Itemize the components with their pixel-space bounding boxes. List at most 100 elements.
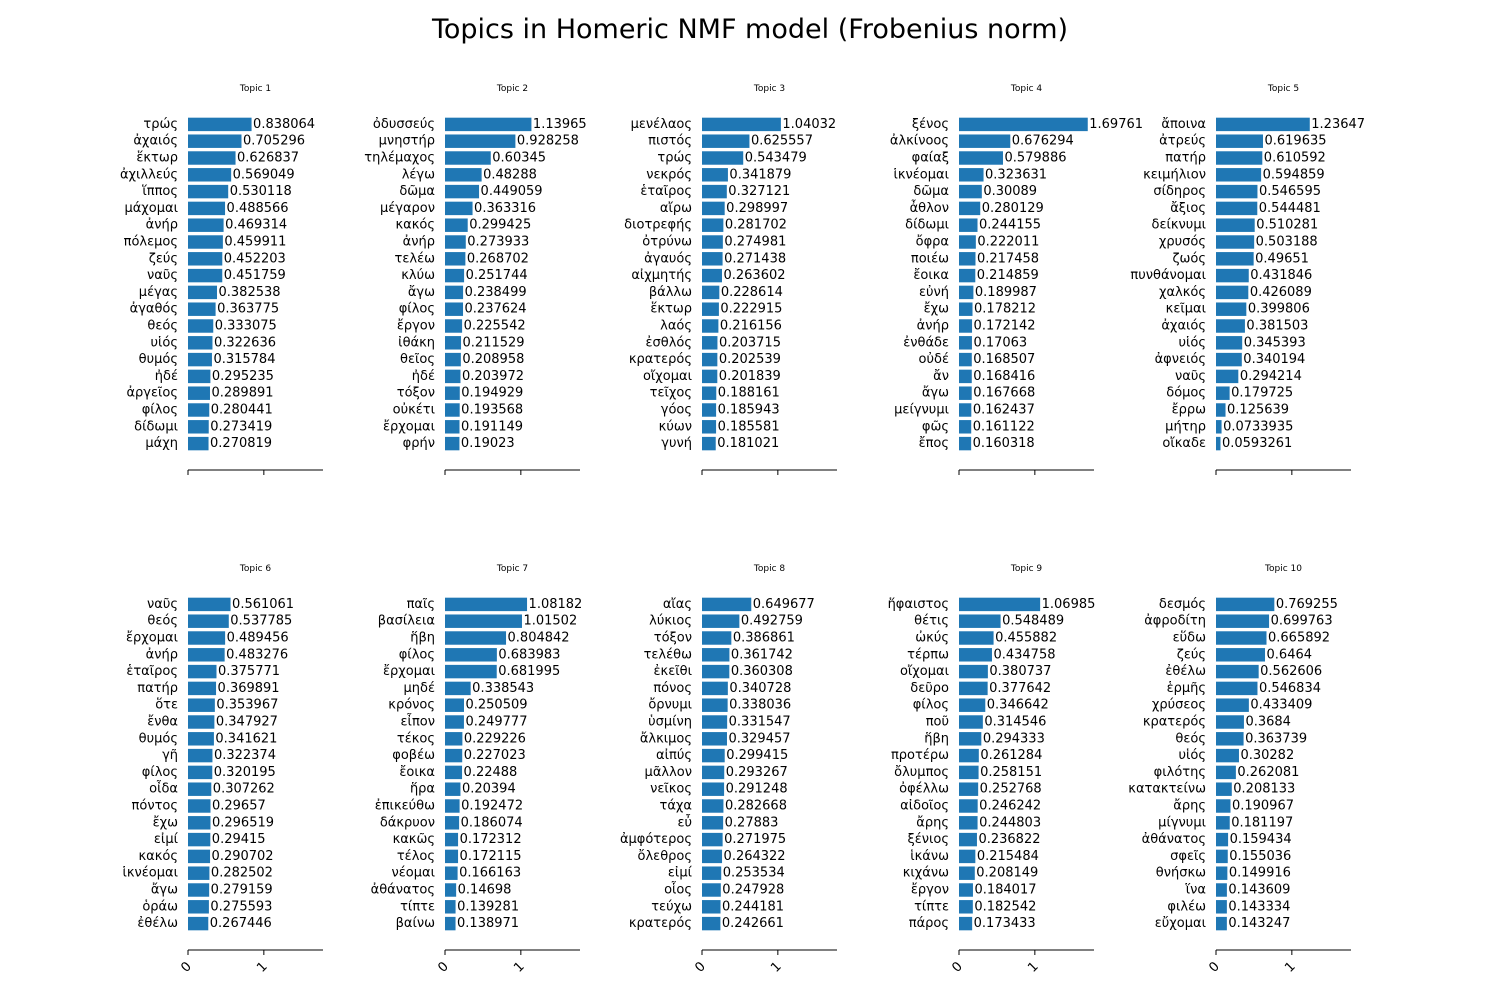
category-label: ζεύς	[1177, 647, 1206, 662]
category-label: δεῦρο	[910, 681, 949, 696]
value-label: 0.469314	[225, 218, 287, 233]
value-label: 0.208133	[1233, 782, 1295, 797]
subplot-title: Topic 8	[753, 564, 785, 574]
value-label: 0.594859	[1263, 167, 1325, 182]
value-label: 0.49651	[1255, 251, 1309, 266]
bar	[1216, 732, 1244, 746]
value-label: 0.483276	[226, 647, 288, 662]
category-label: μᾶλλον	[645, 765, 692, 780]
bar	[188, 218, 224, 232]
category-label: θυμός	[139, 731, 178, 746]
category-label: πυνθάνομαι	[1130, 268, 1206, 283]
bar	[445, 403, 460, 417]
value-label: 0.236822	[978, 832, 1040, 847]
category-label: πιστός	[648, 134, 692, 149]
value-label: 0.268702	[467, 251, 529, 266]
value-label: 0.194929	[461, 386, 523, 401]
value-label: 0.193568	[461, 403, 523, 418]
bar	[1216, 117, 1310, 132]
value-label: 0.489456	[227, 631, 289, 646]
bar	[702, 732, 727, 746]
subplot-title: Topic 4	[1010, 84, 1042, 94]
bar	[959, 117, 1088, 132]
bar	[445, 369, 461, 384]
value-label: 0.459911	[224, 235, 286, 250]
category-label: φίλος	[399, 302, 435, 317]
bar	[188, 883, 210, 897]
value-label: 0.314546	[984, 715, 1046, 730]
bar	[702, 765, 725, 780]
bar	[702, 420, 717, 434]
bar	[959, 285, 974, 300]
bar	[188, 614, 229, 628]
bar	[445, 436, 460, 451]
category-label: μάχη	[145, 436, 178, 451]
value-label: 0.172312	[460, 832, 522, 847]
category-label: ἀλκίνοος	[890, 134, 949, 149]
category-label: ποῦ	[926, 715, 949, 730]
value-label: 0.271975	[724, 832, 786, 847]
category-label: ἀφροδίτη	[1144, 614, 1206, 629]
value-label: 0.433409	[1250, 698, 1312, 713]
bar	[188, 201, 226, 216]
value-label: 0.625557	[751, 134, 813, 149]
subplot-topic-10: Topic 10 0.769255 δεσμός 0.699763 ἀφροδίτη 0.…	[1128, 564, 1351, 976]
bar	[702, 866, 722, 880]
bar	[188, 302, 216, 316]
value-label: 0.273419	[210, 419, 272, 434]
category-label: τελέω	[395, 251, 435, 266]
category-label: τεῖχος	[650, 386, 692, 401]
category-label: ὄλεθρος	[638, 849, 692, 864]
bar	[188, 336, 213, 350]
bar	[1216, 765, 1236, 780]
category-label: δεσμός	[1159, 597, 1206, 612]
x-tick-label: 1	[768, 959, 784, 975]
value-label: 0.250509	[465, 698, 527, 713]
category-label: ἵππος	[141, 184, 178, 199]
bar	[702, 302, 719, 316]
bar	[702, 916, 721, 931]
category-label: ἐκεῖθι	[654, 664, 692, 679]
category-label: ἀνήρ	[917, 319, 949, 334]
category-label: ἔρχομαι	[383, 664, 435, 679]
bar	[1216, 799, 1231, 813]
value-label: 0.27883	[725, 815, 779, 830]
value-label: 0.683983	[498, 647, 560, 662]
category-label: ἄγω	[922, 386, 949, 401]
bar	[702, 597, 752, 612]
value-label: 0.185943	[718, 403, 780, 418]
value-label: 0.208149	[976, 866, 1038, 881]
category-label: εἰμί	[154, 832, 179, 847]
bar	[1216, 168, 1262, 182]
bar	[188, 849, 211, 864]
value-label: 0.530118	[230, 184, 292, 199]
bar	[959, 386, 972, 400]
value-label: 0.242661	[722, 916, 784, 931]
category-label: ἕκτωρ	[136, 151, 178, 166]
value-label: 0.173433	[974, 916, 1036, 931]
category-label: τόξον	[397, 386, 435, 401]
value-label: 0.451759	[224, 268, 286, 283]
category-label: ἀγαθός	[130, 302, 178, 317]
category-label: εὖ	[677, 814, 692, 830]
bar	[959, 715, 983, 729]
bar	[959, 436, 972, 451]
category-label: χαλκός	[1159, 285, 1206, 300]
value-label: 0.160318	[973, 436, 1035, 451]
bar	[188, 168, 232, 182]
bar	[445, 336, 462, 350]
category-label: ἠδέ	[412, 369, 435, 384]
bar	[445, 386, 460, 400]
category-label: νεῖκος	[650, 782, 692, 797]
value-label: 0.267446	[210, 916, 272, 931]
category-label: κρατερός	[1143, 715, 1206, 730]
bar	[959, 748, 979, 763]
value-label: 0.360308	[731, 664, 793, 679]
value-label: 0.346642	[987, 698, 1049, 713]
category-label: φιλότης	[1154, 765, 1206, 780]
category-label: μέγαρον	[380, 201, 435, 216]
category-label: ἀργεῖος	[126, 386, 178, 401]
value-label: 0.143247	[1228, 916, 1290, 931]
bar	[959, 900, 973, 914]
value-label: 0.244155	[979, 218, 1041, 233]
